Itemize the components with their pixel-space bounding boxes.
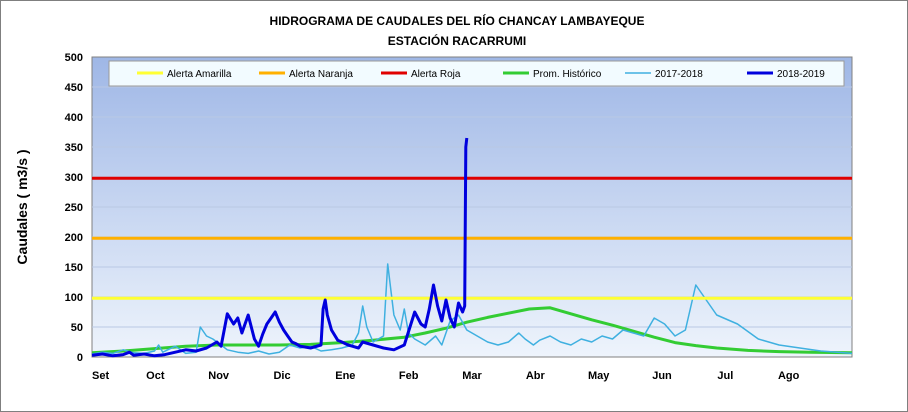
legend-label-alerta-naranja: Alerta Naranja [289, 69, 353, 80]
series-group [91, 137, 853, 358]
legend-label-2018-2019: 2018-2019 [777, 69, 825, 80]
legend-label-prom-hist-rico: Prom. Histórico [533, 69, 602, 80]
legend-label-alerta-amarilla: Alerta Amarilla [167, 69, 232, 80]
x-tick-label: Set [92, 370, 109, 382]
series-line-2018-2019 [91, 137, 469, 358]
x-tick-label: Ago [778, 370, 800, 382]
y-tick-label: 250 [65, 202, 83, 214]
y-tick-label: 0 [77, 352, 83, 364]
y-axis-label: Caudales ( m3/s ) [14, 149, 30, 264]
y-tick-label: 200 [65, 232, 83, 244]
x-tick-label: Oct [146, 370, 165, 382]
legend-label-alerta-roja: Alerta Roja [411, 69, 461, 80]
y-tick-label: 400 [65, 112, 83, 124]
x-tick-label: Jul [717, 370, 733, 382]
y-tick-label: 50 [71, 322, 83, 334]
y-tick-label: 150 [65, 262, 83, 274]
chart-title: HIDROGRAMA DE CAUDALES DEL RÍO CHANCAY L… [270, 13, 645, 28]
x-tick-label: Dic [273, 370, 290, 382]
y-tick-label: 300 [65, 172, 83, 184]
x-tick-label: May [588, 370, 610, 382]
legend: Alerta Amarilla Alerta Naranja Alerta Roja… [108, 60, 845, 87]
legend-label-2017-2018: 2017-2018 [655, 69, 703, 80]
x-tick-label: Feb [399, 370, 419, 382]
legend-box [108, 60, 845, 87]
y-tick-label: 350 [65, 142, 83, 154]
x-tick-label: Jun [652, 370, 672, 382]
x-tick-label: Ene [335, 370, 355, 382]
chart-subtitle: ESTACIÓN RACARRUMI [388, 33, 526, 48]
series-line-prom-hist-rico [91, 306, 853, 355]
x-tick-label: Mar [462, 370, 482, 382]
y-tick-label: 450 [65, 82, 83, 94]
axis-ticks: 0 50 100 150 200 250 300 350 400 450 500 Set Oct Nov D… [65, 52, 800, 382]
x-tick-label: Nov [208, 370, 230, 382]
x-tick-label: Abr [526, 370, 546, 382]
y-tick-label: 500 [65, 52, 83, 64]
y-tick-label: 100 [65, 292, 83, 304]
